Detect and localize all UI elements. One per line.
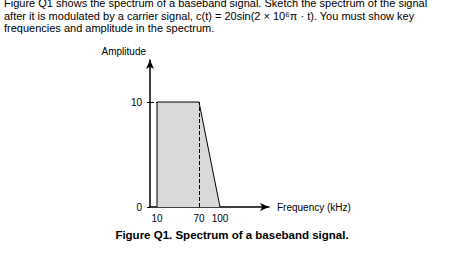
svg-text:0: 0 <box>136 202 142 213</box>
svg-text:Frequency (kHz): Frequency (kHz) <box>277 202 351 213</box>
svg-text:10: 10 <box>131 97 143 108</box>
svg-text:70: 70 <box>193 213 205 224</box>
svg-text:Amplitude: Amplitude <box>102 46 147 57</box>
svg-text:10: 10 <box>151 213 163 224</box>
html-text:Figure Q1. Spectrum of a baseb: Figure Q1. Spectrum of a baseband signal… <box>115 229 349 241</box>
svg-text:100: 100 <box>212 213 229 224</box>
html-text:after it is modulated by a car: after it is modulated by a carrier signa… <box>4 9 415 22</box>
html-text:frequencies and amplitude in t: frequencies and amplitude in the spectru… <box>4 22 215 34</box>
